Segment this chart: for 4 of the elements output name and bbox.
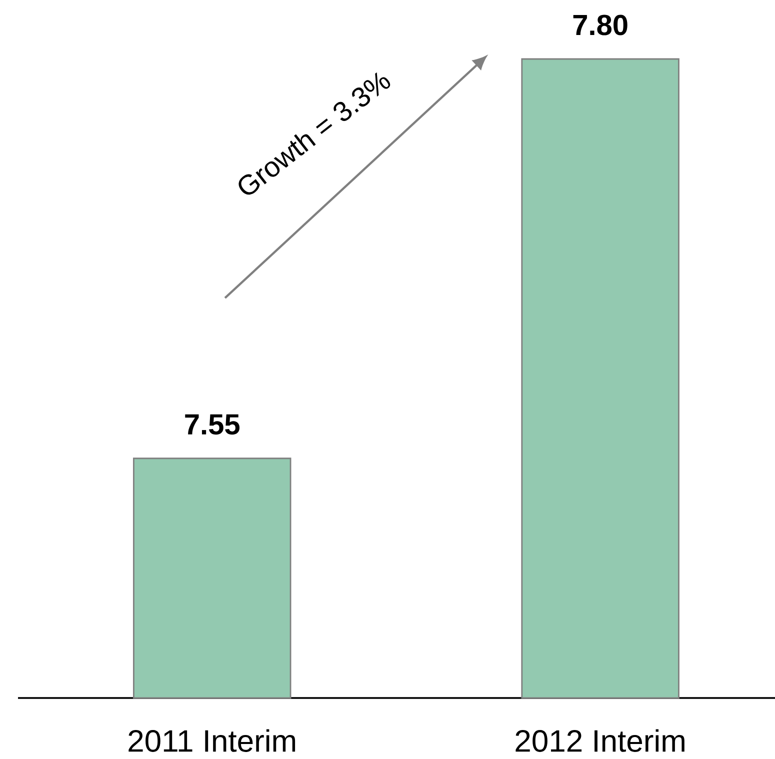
x-tick-label: 2011 Interim <box>128 729 296 752</box>
x-tick-label: 2012 Interim <box>516 729 684 752</box>
data-label: 7.80 <box>573 14 628 36</box>
data-label: 7.55 <box>185 414 240 435</box>
